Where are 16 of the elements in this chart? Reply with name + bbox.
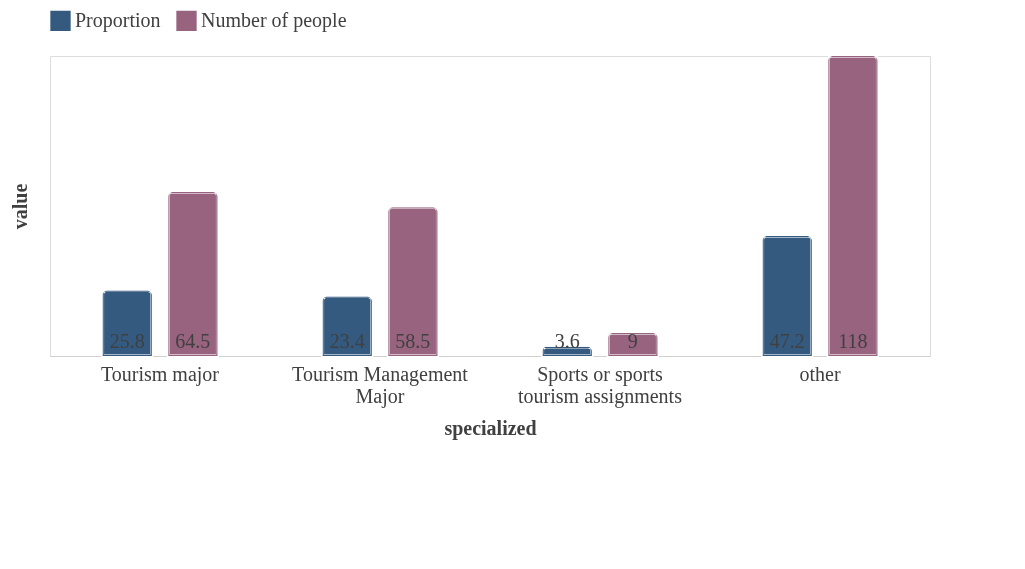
x-tick-label: Tourism Management Major: [292, 362, 469, 408]
x-tick-label: Sports or sports tourism assignments: [518, 362, 683, 408]
data-label: 58.5: [395, 330, 431, 352]
data-label: 9: [627, 330, 638, 352]
data-label: 64.5: [175, 330, 211, 352]
x-axis-title: specialized: [444, 416, 537, 440]
x-tick-label: other: [799, 362, 841, 385]
legend-label: Proportion: [75, 8, 161, 32]
data-label: 23.4: [329, 330, 365, 352]
legend-label: Number of people: [201, 8, 347, 32]
data-label: 118: [838, 330, 868, 352]
data-label: 47.2: [769, 330, 805, 352]
data-label: 3.6: [554, 330, 580, 352]
data-label: 25.8: [109, 330, 145, 352]
x-tick-label: Tourism major: [100, 362, 220, 386]
y-axis-title: value: [8, 183, 31, 230]
